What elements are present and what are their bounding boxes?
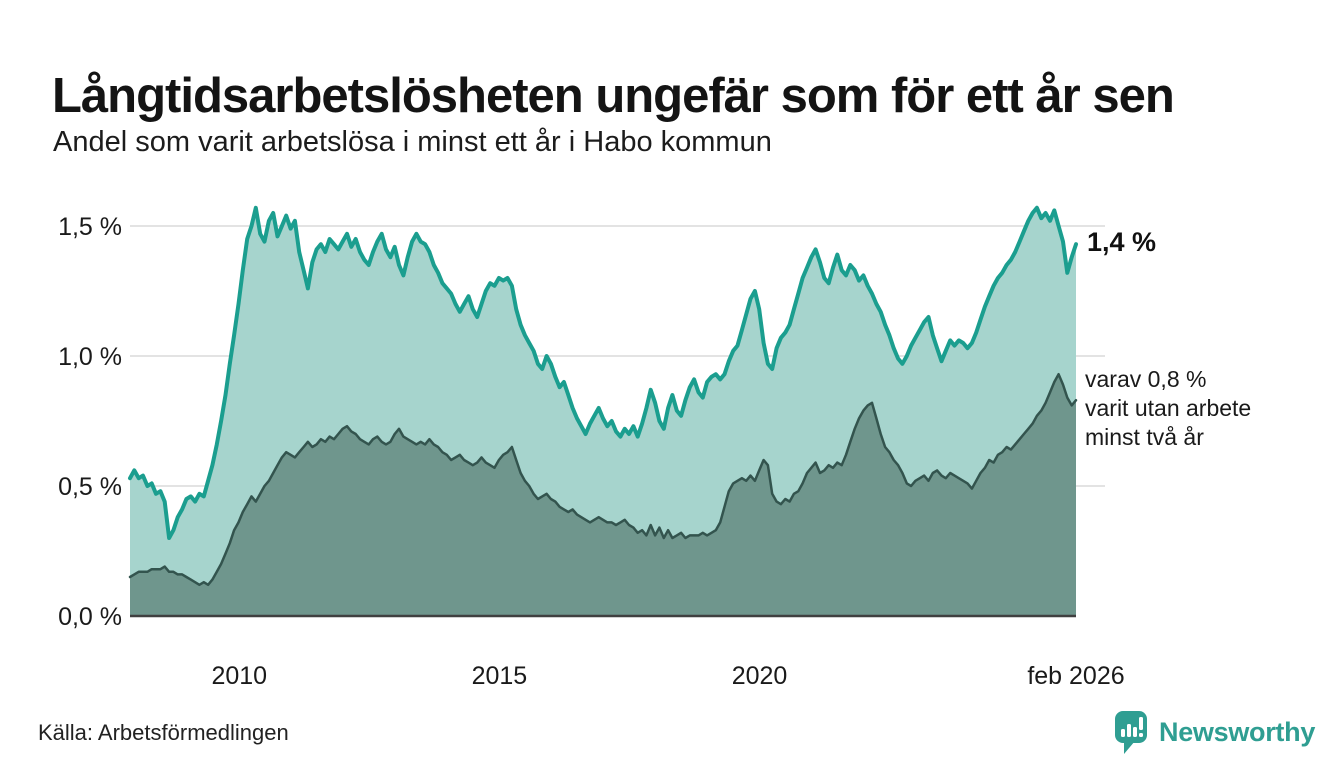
x-tick-label: 2010	[211, 662, 267, 690]
y-tick-label: 0,0 %	[58, 603, 122, 631]
secondary-series-note: varav 0,8 % varit utan arbete minst två …	[1085, 365, 1251, 452]
y-tick-label: 1,5 %	[58, 213, 122, 241]
x-tick-label: 2015	[472, 662, 528, 690]
page-title: Långtidsarbetslösheten ungefär som för e…	[52, 68, 1175, 123]
y-tick-label: 1,0 %	[58, 343, 122, 371]
x-tick-label: feb 2026	[1027, 662, 1124, 690]
newsworthy-icon	[1115, 711, 1147, 754]
note-line-2: varit utan arbete	[1085, 395, 1252, 421]
latest-value-label: 1,4 %	[1087, 227, 1157, 257]
page-subtitle: Andel som varit arbetslösa i minst ett å…	[53, 126, 772, 158]
line-long-term-1yr	[128, 205, 1078, 540]
y-tick-label: 0,5 %	[58, 473, 122, 501]
brand-logo: Newsworthy	[1114, 710, 1315, 755]
line-long-term-2yr	[128, 372, 1078, 587]
x-tick-label: 2020	[732, 662, 788, 690]
note-line-3: minst två år	[1085, 424, 1204, 450]
source-caption: Källa: Arbetsförmedlingen	[38, 720, 289, 745]
note-line-1: varav 0,8 %	[1085, 366, 1207, 392]
brand-name: Newsworthy	[1159, 717, 1316, 747]
area-long-term-2yr	[130, 374, 1076, 616]
